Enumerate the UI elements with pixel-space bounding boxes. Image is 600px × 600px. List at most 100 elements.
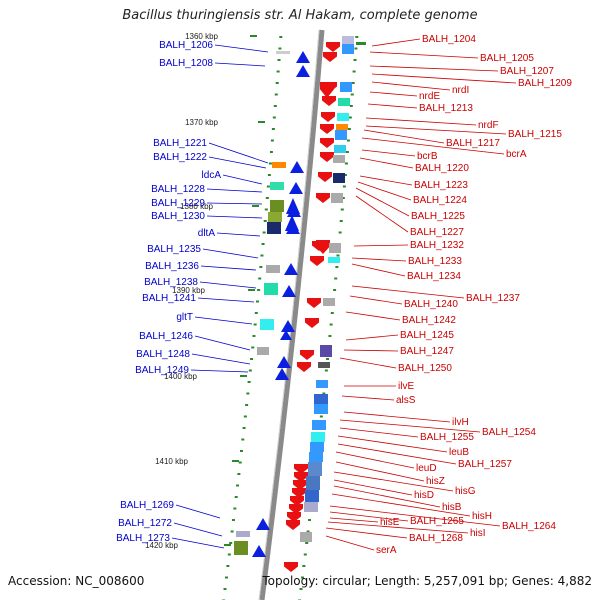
gene-label-left: BALH_1206 [159, 40, 213, 51]
scale-dot [276, 70, 280, 73]
gene-label-right: BALH_1255 [420, 432, 474, 443]
scale-dot [268, 162, 272, 165]
scale-dot [229, 542, 233, 544]
leader-line [333, 485, 441, 508]
leader-line [333, 471, 454, 492]
gene-arrow-reverse [318, 172, 332, 182]
gene-arrow-reverse [320, 82, 334, 98]
gene-label-right: nrdE [419, 91, 440, 102]
gene-block [234, 541, 248, 555]
scale-dot [252, 335, 256, 337]
scale-dot [306, 530, 310, 533]
gene-arrow-reverse [286, 520, 300, 530]
gene-arrow-reverse [287, 512, 301, 522]
gene-block [331, 193, 343, 203]
topology-text: Topology: circular; Length: 5,257,091 bp… [262, 574, 592, 588]
kbp-tick-label: 1360 kbp [185, 32, 218, 41]
scale-dot [227, 553, 231, 556]
gene-arrow-reverse [321, 112, 335, 122]
gene-label-left: BALH_1236 [145, 261, 199, 272]
scale-dot [255, 300, 259, 303]
gene-block [316, 380, 328, 388]
leader-line [371, 73, 517, 84]
gene-block [264, 283, 278, 295]
leader-line [345, 334, 399, 341]
scale-dot [250, 358, 254, 360]
kbp-tick-mark [250, 35, 257, 37]
leader-line [329, 517, 379, 523]
gene-label-right: BALH_1265 [410, 516, 464, 527]
leader-line [200, 265, 257, 271]
gene-arrow-reverse [284, 562, 298, 572]
genome-backbone [259, 29, 325, 600]
gene-block [305, 490, 319, 502]
gene-label-right: ilvE [398, 381, 414, 392]
gene-label-left: BALH_1272 [118, 518, 172, 529]
leader-line [197, 297, 255, 303]
scale-dot [270, 139, 274, 142]
scale-dot [248, 369, 252, 372]
gene-arrow-reverse [293, 480, 307, 490]
scale-dot [305, 542, 309, 544]
gene-arrow-forward [280, 330, 292, 340]
gene-label-right: BALH_1207 [500, 66, 554, 77]
scale-dot [241, 438, 245, 441]
gene-arrow-reverse [320, 124, 334, 134]
gene-label-left: BALH_1269 [120, 500, 174, 511]
leader-line [365, 125, 507, 135]
gene-arrow-forward [285, 215, 299, 231]
scale-dot [339, 220, 343, 222]
leader-line [339, 419, 481, 433]
gene-arrow-reverse [307, 298, 321, 308]
gene-arrow-reverse [310, 256, 324, 266]
leader-line [194, 316, 253, 325]
gene-arrow-reverse [320, 152, 334, 162]
scale-dot [324, 369, 328, 372]
scale-dot [238, 461, 242, 464]
kbp-tick-mark [240, 375, 247, 377]
scale-dot [267, 174, 271, 176]
leader-line [173, 522, 223, 537]
gene-label-right: nrdF [478, 120, 499, 131]
gene-label-right: hisI [470, 528, 486, 539]
leader-line [365, 117, 477, 126]
leader-line [208, 142, 269, 164]
leader-line [359, 157, 414, 169]
gene-arrow-reverse [320, 138, 334, 148]
scale-dot [223, 588, 227, 590]
leader-line [345, 311, 401, 321]
scale-dot [237, 473, 241, 475]
scale-dot [340, 208, 344, 211]
gene-label-left: gltT [176, 312, 193, 323]
gene-arrow-forward [290, 161, 304, 173]
gene-arrow-reverse [294, 472, 308, 482]
gene-block [270, 200, 284, 212]
scale-dot [333, 289, 337, 291]
gene-block [356, 42, 366, 45]
gene-arrow-reverse [322, 96, 336, 106]
gene-label-right: leuD [416, 463, 437, 474]
leader-line [351, 263, 406, 277]
scale-dot [328, 335, 332, 337]
scale-dot [303, 553, 307, 556]
scale-dot [329, 323, 333, 326]
gene-label-left: BALH_1235 [147, 244, 201, 255]
scale-dot [300, 576, 304, 579]
gene-block [328, 257, 340, 263]
kbp-tick-label: 1410 kbp [155, 457, 188, 466]
gene-label-left: BALH_1248 [136, 349, 190, 360]
gene-block [257, 347, 269, 355]
gene-arrow-reverse [323, 52, 337, 62]
gene-block [311, 432, 325, 442]
gene-arrow-forward [296, 65, 310, 77]
scale-dot [259, 266, 263, 268]
gene-block [268, 212, 282, 222]
scale-dot [348, 116, 352, 119]
gene-label-right: BALH_1245 [400, 330, 454, 341]
scale-dot [231, 519, 235, 521]
gene-block [333, 173, 345, 183]
leader-line [214, 62, 266, 67]
scale-dot [335, 266, 339, 268]
